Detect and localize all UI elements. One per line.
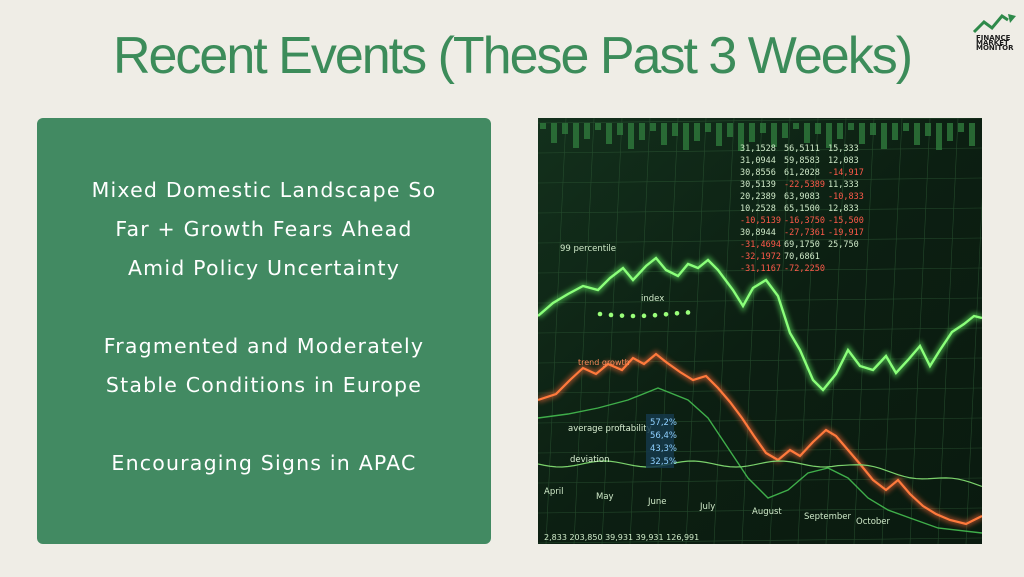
table-cell: 20,2389 xyxy=(740,192,776,202)
table-cell: 30,8944 xyxy=(740,228,776,238)
label-trend: trend growth xyxy=(578,358,630,367)
stock-market-chart-image: 31,1528 56,5111 15,333 31,0944 59,8583 12,083… xyxy=(538,118,982,544)
table-cell: 15,333 xyxy=(828,144,859,154)
table-cell: -16,3750 xyxy=(784,216,825,226)
label-avg-profitability: average proftability xyxy=(568,424,652,434)
month-label: October xyxy=(856,517,891,527)
logo-line-3: MONITOR xyxy=(976,44,1014,52)
table-cell: -10,5139 xyxy=(740,216,781,226)
finance-market-monitor-logo: FINANCE MARKET MONITOR xyxy=(972,14,1018,52)
table-cell: -10,833 xyxy=(828,192,864,202)
trend-arrow-icon xyxy=(972,14,1009,34)
pct-2: 56,4% xyxy=(650,431,677,441)
bullet-europe: Fragmented and Moderately Stable Conditi… xyxy=(103,334,425,397)
table-cell: 59,8583 xyxy=(784,156,820,166)
logo-line-1: FINANCE xyxy=(976,34,1011,42)
table-cell: 63,9083 xyxy=(784,192,820,202)
table-cell: 56,5111 xyxy=(784,144,820,154)
label-percentile: 99 percentile xyxy=(560,244,616,254)
label-index: index xyxy=(641,294,664,304)
bottom-numbers: 2,833 203,850 39,931 39,931 126,991 xyxy=(544,533,699,542)
table-cell: -19,917 xyxy=(828,228,864,238)
bullet-domestic: Mixed Domestic Landscape So Far + Growth… xyxy=(91,178,437,280)
table-cell: -32,1972 xyxy=(740,252,781,262)
table-cell: 30,8556 xyxy=(740,168,776,178)
month-label: September xyxy=(804,512,851,522)
table-cell: 65,1500 xyxy=(784,204,820,214)
table-cell: 61,2028 xyxy=(784,168,820,178)
month-label: July xyxy=(699,502,715,512)
label-deviation: deviation xyxy=(570,455,610,465)
month-label: May xyxy=(596,492,614,502)
table-cell: 69,1750 xyxy=(784,240,820,250)
month-label: August xyxy=(752,507,782,517)
pct-1: 57,2% xyxy=(650,418,677,428)
table-cell: 12,083 xyxy=(828,156,859,166)
table-cell: 25,750 xyxy=(828,240,859,250)
pct-4: 32,5% xyxy=(650,457,677,467)
pct-3: 43,3% xyxy=(650,444,677,454)
table-cell: 12,833 xyxy=(828,204,859,214)
table-cell: -22,5389 xyxy=(784,180,825,190)
table-cell: 11,333 xyxy=(828,180,859,190)
table-cell: 31,1528 xyxy=(740,144,776,154)
table-cell: -27,7361 xyxy=(784,228,825,238)
logo-line-2: MARKET xyxy=(976,39,1009,47)
page-title: Recent Events (These Past 3 Weeks) xyxy=(112,27,913,85)
table-cell: -14,917 xyxy=(828,168,864,178)
table-cell: 30,5139 xyxy=(740,180,776,190)
table-cell: -72,2250 xyxy=(784,264,825,274)
summary-panel: Mixed Domestic Landscape So Far + Growth… xyxy=(37,118,491,544)
table-cell: -15,500 xyxy=(828,216,864,226)
table-cell: -31,1167 xyxy=(740,264,781,274)
month-label: June xyxy=(647,497,667,507)
table-cell: 10,2528 xyxy=(740,204,776,214)
table-cell: 31,0944 xyxy=(740,156,776,166)
month-label: April xyxy=(544,487,563,497)
table-cell: 70,6861 xyxy=(784,252,820,262)
bullet-apac: Encouraging Signs in APAC xyxy=(111,451,417,475)
table-cell: -31,4694 xyxy=(740,240,781,250)
